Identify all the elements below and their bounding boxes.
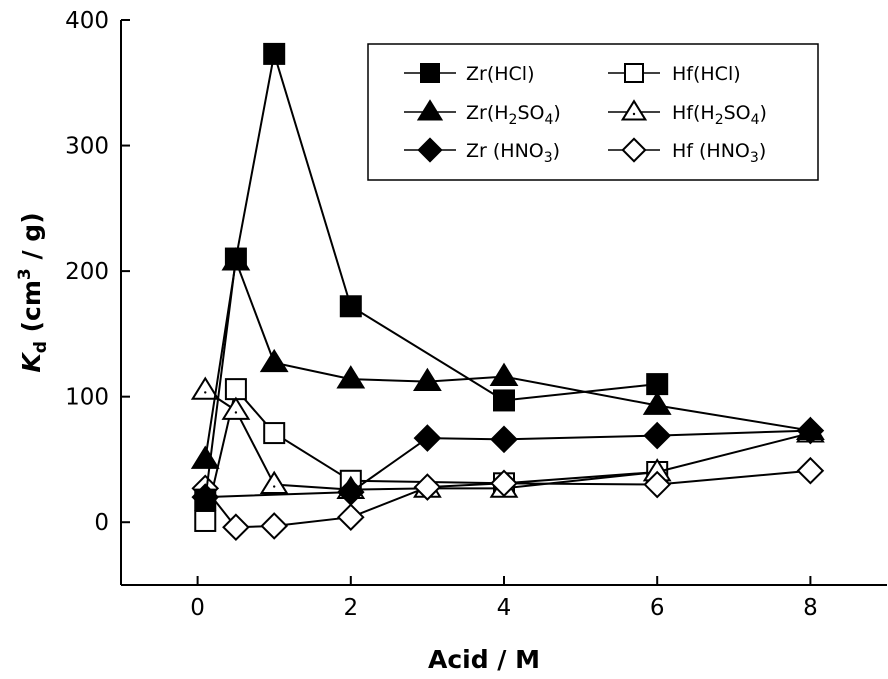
x-axis-title: Acid / M: [428, 645, 540, 674]
y-tick-label: 100: [65, 385, 109, 411]
data-point-hf-hno3: [490, 469, 518, 498]
data-point-zr-h2so4: [336, 365, 366, 389]
legend-label: Hf(HCl): [672, 63, 741, 85]
legend-label-part: ): [760, 102, 767, 124]
y-tick-label: 300: [65, 134, 109, 160]
legend-item-zr-hno3: Zr (HNO3): [404, 137, 560, 166]
series-hf-hcl: [194, 378, 669, 532]
legend-label-part: ): [553, 102, 560, 124]
series-line-hf-hcl: [204, 387, 658, 522]
data-point-hf-hno3: [260, 512, 289, 540]
y-axis-title-subscript: d: [31, 341, 51, 353]
legend-marker: [416, 99, 444, 121]
data-point-zr-hno3: [413, 424, 442, 452]
data-point-zr-hno3: [643, 421, 672, 450]
data-point-zr-hno3: [490, 425, 518, 454]
legend-label-subscript: 3: [750, 150, 759, 166]
axes: 0 100 200 300 400 0 2 4 6 8: [65, 8, 887, 621]
data-point-zr-h2so4: [489, 362, 519, 386]
data-point-hf-h2so4: [190, 376, 220, 400]
x-tick-label: 4: [497, 595, 512, 621]
legend-label-part: Zr(H: [466, 102, 509, 124]
legend-item-hf-h2so4: Hf(H2SO4): [608, 99, 767, 128]
legend-label-subscript: 2: [715, 112, 724, 128]
data-point-zr-h2so4: [413, 367, 442, 391]
legend-label-subscript: 4: [751, 112, 760, 128]
x-tick-label: 6: [650, 595, 665, 621]
data-point-zr-h2so4: [259, 348, 289, 373]
data-point-zr-h2so4: [642, 391, 672, 415]
legend-label-part: ): [553, 140, 560, 162]
data-point-zr-h2so4: [221, 247, 251, 271]
legend-label-subscript: 2: [509, 112, 518, 128]
legend-marker: [624, 63, 644, 83]
legend-marker: [417, 137, 443, 163]
legend-label-subscript: 4: [544, 112, 553, 128]
legend-label-subscript: 3: [544, 150, 553, 166]
series-hf-hno3: [191, 456, 825, 542]
legend-label: Zr (HNO3): [466, 140, 560, 166]
series-line-hf-h2so4: [204, 389, 811, 491]
legend-marker-dot: [632, 112, 636, 116]
data-point-hf-hcl: [194, 509, 217, 532]
y-axis-title-tail: / g): [17, 212, 46, 268]
legend-label-part: Zr(HCl): [466, 63, 535, 85]
legend-label-part: Hf(H: [672, 102, 715, 124]
series-line-zr-h2so4: [204, 257, 811, 460]
data-point-hf-h2so4: [259, 470, 289, 494]
y-axis-title-unit: (cm: [17, 280, 46, 341]
y-axis-title-symbol: K: [17, 352, 46, 373]
data-point-hf-hno3: [643, 470, 672, 499]
legend-label-part: SO: [724, 102, 751, 124]
y-tick-label: 200: [65, 259, 109, 285]
data-point-hf-hno3: [413, 473, 442, 501]
legend-label-part: SO: [517, 102, 544, 124]
legend-label: Hf(H2SO4): [672, 102, 767, 128]
legend-item-hf-hcl: Hf(HCl): [608, 63, 741, 85]
legend-marker: [620, 99, 648, 121]
data-point-zr-hno3: [191, 483, 220, 511]
x-tick-label: 0: [190, 595, 205, 621]
legend-marker: [420, 63, 440, 83]
data-point-hf-hno3: [222, 513, 250, 542]
legend-label-part: ): [759, 140, 766, 162]
legend: Zr(HCl) Hf(HCl)Zr(H2SO4) Hf(H2SO4)Zr (HNO3…: [367, 43, 819, 181]
data-point-zr-hno3: [796, 416, 825, 445]
data-point-hf-h2so4-dot: [234, 411, 238, 414]
legend-label: Zr(H2SO4): [466, 102, 561, 128]
y-axis-title: Kd (cm3 / g): [15, 212, 51, 372]
data-point-zr-hcl: [646, 373, 669, 396]
data-point-hf-hno3: [336, 503, 365, 532]
series-layer: [190, 42, 825, 542]
data-point-hf-h2so4: [221, 396, 251, 420]
legend-item-zr-h2so4: Zr(H2SO4): [404, 99, 561, 128]
data-point-hf-hcl: [224, 378, 247, 401]
data-point-zr-h2so4: [190, 445, 220, 469]
data-point-zr-hcl: [263, 42, 286, 65]
data-point-zr-hno3: [336, 478, 365, 506]
data-point-hf-hno3: [796, 456, 825, 485]
data-point-zr-hcl: [339, 295, 362, 318]
y-tick-label: 400: [65, 8, 109, 34]
legend-marker: [621, 137, 647, 163]
legend-label-part: Hf(HCl): [672, 63, 741, 85]
data-point-zr-hcl: [493, 389, 515, 412]
legend-label: Hf (HNO3): [672, 140, 766, 166]
legend-item-hf-hno3: Hf (HNO3): [608, 137, 766, 166]
x-tick-label: 8: [803, 595, 818, 621]
series-line-zr-hno3: [205, 429, 811, 499]
legend-label: Zr(HCl): [466, 63, 535, 85]
legend-label-part: Hf (HNO: [672, 140, 750, 162]
series-zr-hno3: [191, 416, 825, 511]
x-tick-label: 2: [343, 595, 358, 621]
legend-item-zr-hcl: Zr(HCl): [404, 63, 535, 85]
legend-label-part: Zr (HNO: [466, 140, 544, 162]
y-axis-title-superscript: 3: [15, 268, 35, 280]
data-point-hf-h2so4-dot: [204, 391, 207, 394]
data-point-hf-h2so4-dot: [273, 485, 276, 488]
data-point-hf-hcl: [263, 422, 286, 445]
y-tick-label: 0: [94, 510, 109, 536]
